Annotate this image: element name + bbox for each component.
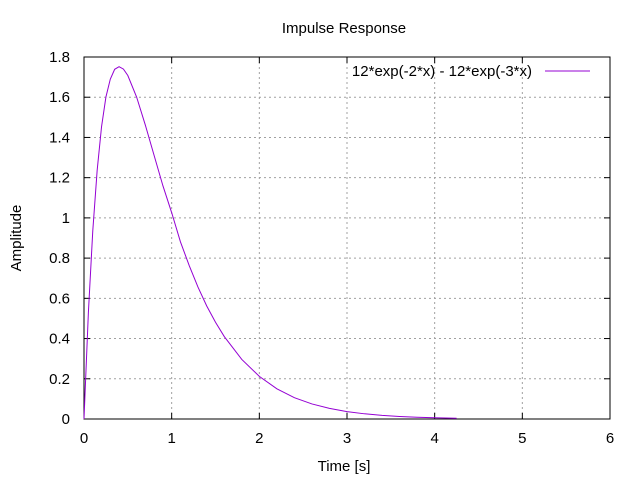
x-tick-label: 6 xyxy=(606,430,614,447)
x-tick-label: 1 xyxy=(167,430,175,447)
x-tick-label: 3 xyxy=(343,430,351,447)
x-axis-label: Time [s] xyxy=(318,458,371,475)
y-tick-label: 1.2 xyxy=(49,170,70,187)
plot-frame xyxy=(83,56,611,420)
y-axis-label: Amplitude xyxy=(8,205,25,272)
y-tick-label: 1.4 xyxy=(49,129,70,146)
y-tick-label: 1.6 xyxy=(49,89,70,106)
y-tick-label: 1.8 xyxy=(49,49,70,66)
y-tick-label: 0 xyxy=(62,411,70,428)
legend-entry-label: 12*exp(-2*x) - 12*exp(-3*x) xyxy=(352,63,532,80)
x-tick-label: 4 xyxy=(430,430,438,447)
y-tick-label: 0.4 xyxy=(49,331,70,348)
y-tick-label: 0.8 xyxy=(49,250,70,267)
y-tick-label: 0.2 xyxy=(49,371,70,388)
x-tick-label: 0 xyxy=(80,430,88,447)
y-tick-label: 0.6 xyxy=(49,290,70,307)
grid-lines xyxy=(84,57,610,419)
x-tick-label: 5 xyxy=(518,430,526,447)
chart-title: Impulse Response xyxy=(282,20,406,37)
y-tick-label: 1 xyxy=(62,210,70,227)
series-line-impulse-response xyxy=(83,66,457,420)
x-tick-label: 2 xyxy=(255,430,263,447)
